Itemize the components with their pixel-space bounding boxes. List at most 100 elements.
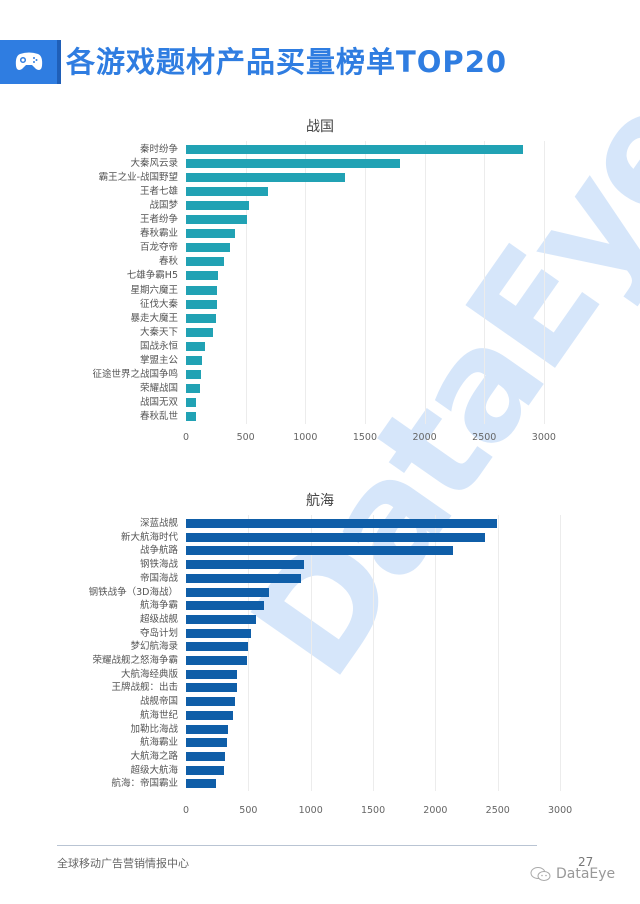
category-label: 大秦天下: [139, 326, 178, 338]
gridline: [245, 141, 247, 424]
category-label: 战国无双: [139, 396, 178, 408]
bar-row: 国战永恒: [0, 340, 640, 354]
bar: [186, 587, 270, 597]
bar-row: 秦时纷争: [0, 143, 640, 157]
bar: [186, 299, 218, 309]
category-label: 航海霸业: [139, 737, 178, 749]
category-label: 战争航路: [139, 545, 178, 557]
bar: [186, 243, 231, 253]
gamepad-icon: [15, 52, 42, 70]
category-label: 超级大航海: [130, 764, 178, 776]
bar: [186, 257, 225, 267]
bar-row: 大航海经典版: [0, 668, 640, 682]
x-tick-label: 2000: [412, 432, 437, 443]
footer-text: 全球移动广告营销情报中心: [57, 857, 189, 870]
bar-row: 战国梦: [0, 199, 640, 213]
bar: [186, 614, 256, 624]
category-label: 王者七雄: [139, 186, 178, 198]
bar: [186, 355, 202, 365]
gridline: [497, 515, 499, 791]
bar: [186, 159, 401, 169]
bar: [186, 187, 268, 197]
category-label: 暴走大魔王: [130, 312, 178, 324]
bar: [186, 669, 237, 679]
bar: [186, 532, 486, 542]
bar-row: 霸王之业-战国野望: [0, 171, 640, 185]
header-icon-block: [0, 40, 61, 84]
category-label: 王牌战舰：出击: [111, 682, 178, 694]
wechat-icon: [530, 867, 551, 881]
x-tick-label: 1000: [293, 432, 318, 443]
gridline: [560, 515, 562, 791]
bar-row: 帝国海战: [0, 572, 640, 586]
bar-row: 征途世界之战国争鸣: [0, 368, 640, 382]
category-label: 夺岛计划: [139, 627, 178, 639]
bar: [186, 601, 265, 611]
category-label: 春秋乱世: [139, 410, 178, 422]
page-title: 各游戏题材产品买量榜单TOP20: [66, 45, 508, 79]
x-tick-label: 2000: [423, 805, 448, 816]
bar: [186, 546, 453, 556]
brand: DataEye: [530, 866, 615, 882]
bar: [186, 560, 304, 570]
bar: [186, 229, 236, 239]
category-label: 王者纷争: [139, 214, 178, 226]
bar: [186, 411, 197, 421]
category-label: 钢铁战争（3D海战）: [88, 586, 178, 598]
bar-row: 深蓝战舰: [0, 517, 640, 531]
gridline: [435, 515, 437, 791]
bar: [186, 751, 226, 761]
bar-row: 王者纷争: [0, 213, 640, 227]
bar: [186, 341, 205, 351]
category-label: 航海争霸: [139, 600, 178, 612]
category-label: 超级战舰: [139, 613, 178, 625]
bar: [186, 145, 524, 154]
bar: [186, 765, 225, 775]
gridline: [248, 515, 250, 791]
bar: [186, 738, 228, 748]
gridline: [543, 141, 545, 424]
bar-row: 战舰帝国: [0, 695, 640, 709]
category-label: 征途世界之战国争鸣: [92, 368, 178, 380]
category-label: 梦幻航海录: [130, 641, 178, 653]
brand-name: DataEye: [556, 866, 616, 882]
category-label: 深蓝战舰: [139, 518, 178, 529]
bar-row: 掌盟主公: [0, 354, 640, 368]
bar-row: 七雄争霸H5: [0, 269, 640, 283]
bar-row: 加勒比海战: [0, 723, 640, 737]
bar-row: 夺岛计划: [0, 627, 640, 641]
gridline: [373, 515, 375, 791]
category-label: 秦时纷争: [139, 144, 178, 155]
bar: [186, 628, 251, 638]
bar-row: 春秋霸业: [0, 227, 640, 241]
category-label: 加勒比海战: [130, 723, 178, 735]
bar: [186, 313, 216, 323]
category-label: 掌盟主公: [139, 354, 178, 366]
bar: [186, 683, 237, 693]
bar-row: 征伐大秦: [0, 298, 640, 312]
bar-row: 航海霸业: [0, 736, 640, 750]
bar-row: 百龙夺帝: [0, 241, 640, 255]
bar-row: 航海争霸: [0, 599, 640, 613]
footer-divider: [57, 845, 537, 846]
x-tick-label: 1000: [298, 805, 323, 816]
gridline: [364, 141, 366, 424]
bar-row: 钢铁战争（3D海战）: [0, 586, 640, 600]
category-label: 大航海经典版: [120, 668, 178, 680]
x-tick-label: 3000: [548, 805, 573, 816]
gridline: [424, 141, 426, 424]
gridline: [305, 141, 307, 424]
category-label: 星期六魔王: [130, 284, 178, 296]
category-label: 百龙夺帝: [139, 242, 178, 254]
bar-row: 梦幻航海录: [0, 640, 640, 654]
bar: [186, 201, 249, 211]
bar-row: 荣耀战舰之怒海争霸: [0, 654, 640, 668]
bar: [186, 656, 247, 665]
category-label: 大航海之路: [130, 750, 178, 762]
bar-row: 新大航海时代: [0, 531, 640, 545]
page-number: 27: [578, 855, 594, 869]
category-label: 国战永恒: [139, 340, 178, 352]
bar-row: 战国无双: [0, 396, 640, 410]
bar-row: 钢铁海战: [0, 558, 640, 572]
x-tick-label: 1500: [352, 432, 378, 443]
